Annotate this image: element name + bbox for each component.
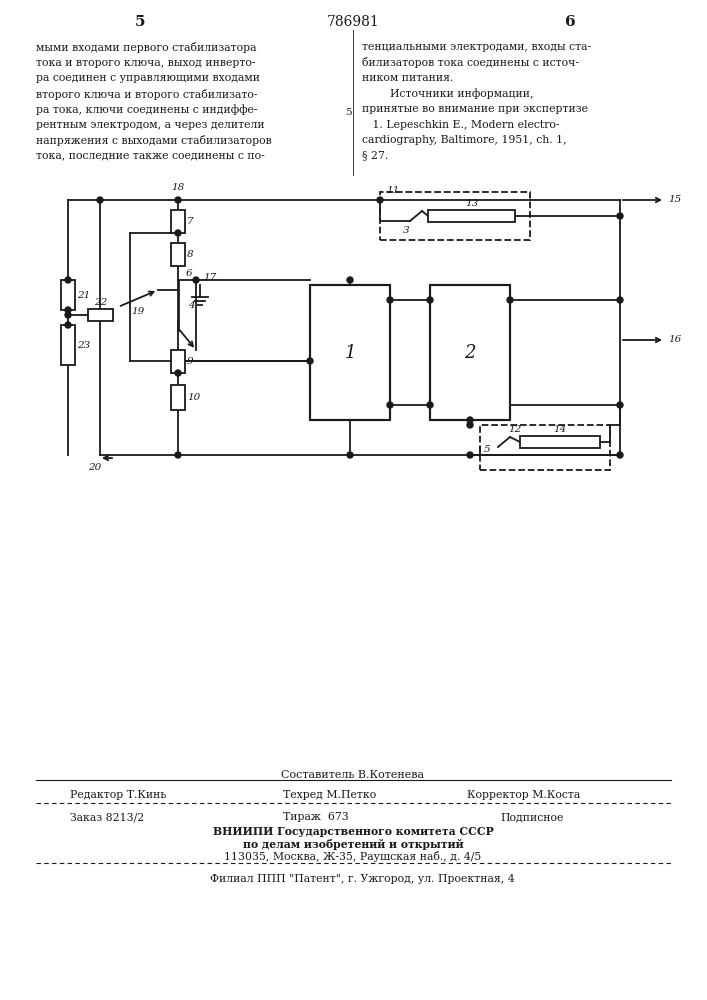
Text: тока и второго ключа, выход инверто-: тока и второго ключа, выход инверто- <box>36 57 255 68</box>
Circle shape <box>427 297 433 303</box>
Text: 13: 13 <box>465 199 478 208</box>
Text: Заказ 8213/2: Заказ 8213/2 <box>70 812 144 822</box>
Circle shape <box>175 370 181 376</box>
Text: 2: 2 <box>464 344 476 361</box>
Circle shape <box>65 322 71 328</box>
Text: 22: 22 <box>94 298 107 307</box>
Circle shape <box>617 452 623 458</box>
Text: рентным электродом, а через делители: рентным электродом, а через делители <box>36 119 264 129</box>
Text: 1. Lepeschkin E., Modern electro-: 1. Lepeschkin E., Modern electro- <box>362 119 559 129</box>
Bar <box>61 280 75 310</box>
Text: по делам изобретений и открытий: по делам изобретений и открытий <box>243 839 463 850</box>
Bar <box>88 309 113 321</box>
Text: ником питания.: ником питания. <box>362 73 453 83</box>
Bar <box>171 243 185 266</box>
Circle shape <box>467 417 473 423</box>
Bar <box>430 285 510 420</box>
Text: 18: 18 <box>171 183 185 192</box>
Circle shape <box>377 197 383 203</box>
Bar <box>171 210 185 233</box>
Text: 12: 12 <box>508 425 522 434</box>
Circle shape <box>617 297 623 303</box>
Circle shape <box>467 452 473 458</box>
Circle shape <box>175 197 181 203</box>
Circle shape <box>97 197 103 203</box>
Text: 113035, Москва, Ж-35, Раушская наб., д. 4/5: 113035, Москва, Ж-35, Раушская наб., д. … <box>224 851 481 862</box>
Text: 15: 15 <box>668 196 682 205</box>
Text: 4: 4 <box>188 300 194 310</box>
Bar <box>171 350 185 373</box>
Text: 3: 3 <box>403 226 409 235</box>
Text: Тираж  673: Тираж 673 <box>283 812 349 822</box>
Bar <box>480 425 610 470</box>
Text: 7: 7 <box>187 217 194 226</box>
Text: cardiography, Baltimore, 1951, ch. 1,: cardiography, Baltimore, 1951, ch. 1, <box>362 135 566 145</box>
Circle shape <box>507 297 513 303</box>
Text: 21: 21 <box>77 290 90 300</box>
Text: тенциальными электродами, входы ста-: тенциальными электродами, входы ста- <box>362 42 591 52</box>
Text: ра тока, ключи соединены с индиффе-: ра тока, ключи соединены с индиффе- <box>36 104 257 115</box>
Text: 17: 17 <box>203 273 216 282</box>
Text: 5: 5 <box>135 15 145 29</box>
Circle shape <box>617 213 623 219</box>
Text: 23: 23 <box>77 340 90 350</box>
Text: Корректор М.Коста: Корректор М.Коста <box>467 790 580 800</box>
Circle shape <box>175 452 181 458</box>
Text: 1: 1 <box>344 344 356 361</box>
Circle shape <box>387 402 393 408</box>
Circle shape <box>65 307 71 313</box>
Text: билизаторов тока соединены с источ-: билизаторов тока соединены с источ- <box>362 57 579 68</box>
Bar <box>520 436 600 448</box>
Text: Составитель В.Котенева: Составитель В.Котенева <box>281 770 425 780</box>
Text: Источники информации,: Источники информации, <box>362 89 534 99</box>
Circle shape <box>347 277 353 283</box>
Circle shape <box>175 230 181 236</box>
Circle shape <box>617 402 623 408</box>
Text: мыми входами первого стабилизатора: мыми входами первого стабилизатора <box>36 42 257 53</box>
Bar <box>380 192 530 240</box>
Text: Редактор Т.Кинь: Редактор Т.Кинь <box>70 790 166 800</box>
Text: 5: 5 <box>484 446 490 454</box>
Circle shape <box>387 297 393 303</box>
Text: ВНИИПИ Государственного комитета СССР: ВНИИПИ Государственного комитета СССР <box>213 826 493 837</box>
Bar <box>310 285 390 420</box>
Text: 19: 19 <box>131 308 144 316</box>
Text: Филиал ППП "Патент", г. Ужгород, ул. Проектная, 4: Филиал ППП "Патент", г. Ужгород, ул. Про… <box>210 874 515 884</box>
Text: второго ключа и второго стабилизато-: второго ключа и второго стабилизато- <box>36 89 257 100</box>
Text: ра соединен с управляющими входами: ра соединен с управляющими входами <box>36 73 260 83</box>
Text: 9: 9 <box>187 357 194 366</box>
Text: 6: 6 <box>565 15 575 29</box>
Circle shape <box>347 452 353 458</box>
Text: принятые во внимание при экспертизе: принятые во внимание при экспертизе <box>362 104 588 114</box>
Text: 14: 14 <box>554 425 566 434</box>
Text: 16: 16 <box>668 336 682 344</box>
Circle shape <box>65 312 71 318</box>
Text: 8: 8 <box>187 250 194 259</box>
Text: тока, последние также соединены с по-: тока, последние также соединены с по- <box>36 150 264 160</box>
Circle shape <box>65 277 71 283</box>
Text: § 27.: § 27. <box>362 150 388 160</box>
Circle shape <box>427 402 433 408</box>
Text: Техред М.Петко: Техред М.Петко <box>283 790 376 800</box>
Text: 10: 10 <box>187 393 200 402</box>
Bar <box>428 210 515 222</box>
Circle shape <box>467 422 473 428</box>
Bar <box>171 385 185 410</box>
Circle shape <box>193 277 199 283</box>
Text: 6: 6 <box>186 269 192 278</box>
Text: 5: 5 <box>345 108 351 117</box>
Bar <box>61 325 75 365</box>
Text: 11: 11 <box>386 186 399 195</box>
Text: Подписное: Подписное <box>500 812 563 822</box>
Text: 786981: 786981 <box>327 15 380 29</box>
Text: напряжения с выходами стабилизаторов: напряжения с выходами стабилизаторов <box>36 135 271 146</box>
Circle shape <box>307 358 313 364</box>
Text: 20: 20 <box>88 463 102 472</box>
